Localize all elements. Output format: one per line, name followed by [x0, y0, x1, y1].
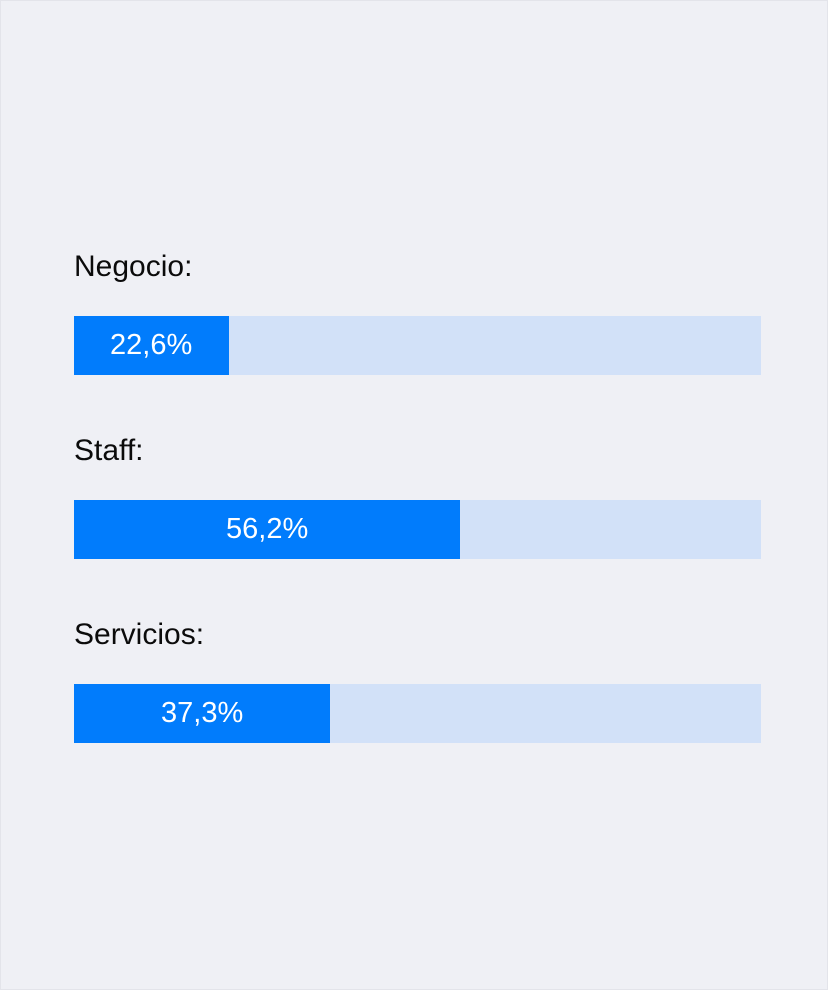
- bar-fill: [74, 500, 460, 559]
- category-label: Servicios:: [74, 618, 205, 651]
- value-label: 22,6%: [110, 329, 193, 361]
- bar-fill: [74, 684, 330, 743]
- category-label: Staff:: [74, 434, 144, 467]
- value-label: 56,2%: [226, 513, 309, 545]
- category-label: Negocio:: [74, 250, 193, 283]
- bar-track: 22,6%: [74, 316, 761, 375]
- bar-fill: [74, 316, 229, 375]
- bar-track: 56,2%: [74, 500, 761, 559]
- bar-track: 37,3%: [74, 684, 761, 743]
- value-label: 37,3%: [161, 697, 244, 729]
